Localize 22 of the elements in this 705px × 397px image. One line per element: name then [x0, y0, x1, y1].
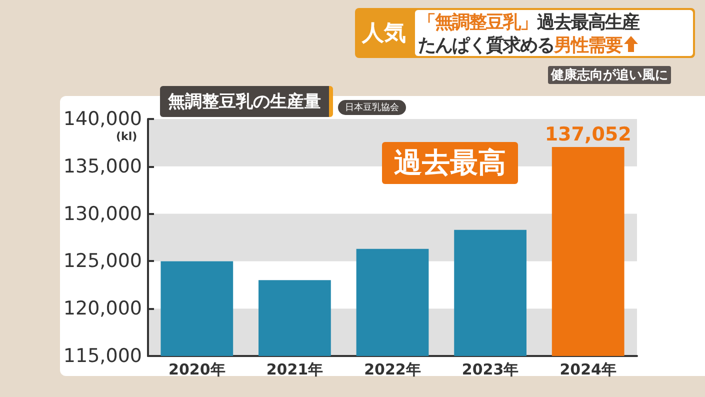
x-tick-label: 2021年 [266, 360, 324, 378]
x-tick-label: 2020年 [168, 360, 226, 378]
text: 人気 [362, 20, 406, 48]
y-tick-label: 125,000 [63, 250, 142, 272]
annotation: 過去最高 [382, 142, 518, 184]
y-tick-label: 115,000 [63, 345, 142, 367]
text: 日本豆乳協会 [338, 100, 406, 115]
x-tick-label: 2022年 [364, 360, 421, 378]
y-tick-label: 140,000 [63, 108, 142, 130]
text: 「無調整豆乳」 [418, 12, 537, 33]
text: 健康志向が追い風に [548, 66, 671, 84]
x-tick-label: 2023年 [462, 360, 519, 378]
y-tick-label: 130,000 [63, 202, 142, 225]
text: 過去最高生産 [537, 12, 639, 33]
y-tick-label: 120,000 [63, 298, 142, 320]
x-tick-label: 2024年 [560, 360, 616, 378]
chart-title: 無調整豆乳の生産量 [160, 86, 333, 117]
text: たんぱく質求める [418, 35, 554, 56]
y-tick-label: 135,000 [63, 155, 142, 178]
text: 男性需要 [554, 35, 622, 56]
data-label: 137,052 [544, 123, 632, 146]
y-axis-title: (kl) [116, 130, 138, 143]
